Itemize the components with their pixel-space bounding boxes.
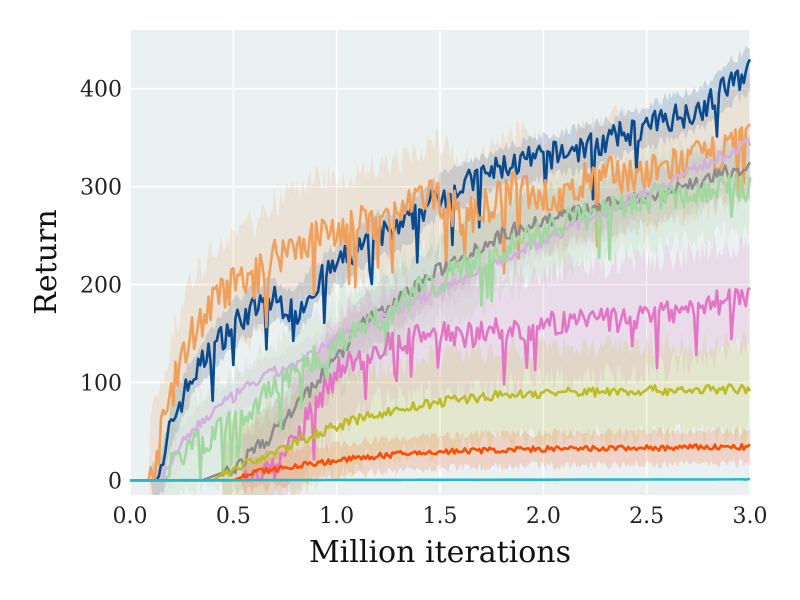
series-line-1 <box>130 123 751 482</box>
y-axis-ticks: 0 100 200 300 400 <box>80 78 122 495</box>
y-tick-label: 300 <box>80 176 122 201</box>
x-tick-label: 1.5 <box>423 504 458 529</box>
series-line-8 <box>129 477 751 482</box>
x-tick-label: 0.0 <box>113 504 148 529</box>
series-band-7 <box>130 425 750 495</box>
y-tick-label: 0 <box>108 469 122 494</box>
y-tick-label: 400 <box>80 78 122 103</box>
x-tick-label: 3.0 <box>733 504 768 529</box>
x-tick-label: 0.5 <box>216 504 251 529</box>
y-tick-label: 200 <box>80 274 122 299</box>
series-lines <box>129 58 752 482</box>
x-tick-label: 2.0 <box>526 504 561 529</box>
series-band-2 <box>130 131 750 496</box>
x-axis-ticks: 0.0 0.5 1.0 1.5 2.0 2.5 3.0 <box>113 504 768 529</box>
series-line-4 <box>130 173 752 482</box>
x-tick-label: 2.5 <box>629 504 664 529</box>
series-line-6 <box>130 383 752 482</box>
y-axis-label: Return <box>29 209 64 314</box>
x-axis-label: Million iterations <box>309 535 571 570</box>
x-tick-label: 1.0 <box>319 504 354 529</box>
series-band-5 <box>130 234 750 495</box>
series-band-4 <box>130 131 750 495</box>
series-line-3 <box>130 137 752 482</box>
y-tick-label: 100 <box>80 371 122 396</box>
